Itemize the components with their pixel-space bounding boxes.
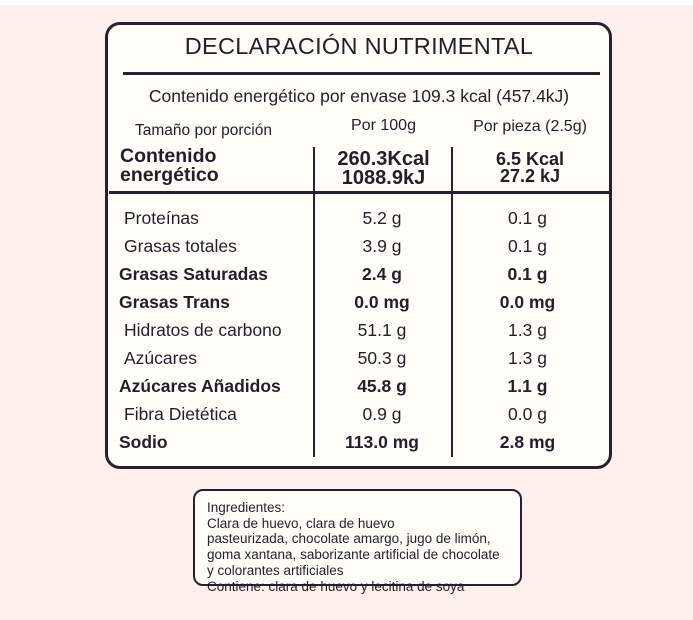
nutrient-perpiece-value: 1.3 g xyxy=(508,347,547,368)
nutrient-per100g-value: 113.0 mg xyxy=(345,431,419,452)
column-divider-2 xyxy=(450,147,453,457)
ingredients-line: Clara de huevo, clara de huevo xyxy=(207,515,395,531)
nutrient-row: Grasas Trans 0.0 mg 0.0 mg xyxy=(109,288,610,316)
ingredients-line: goma xantana, saborizante artificial de … xyxy=(207,547,500,563)
nutrient-table: Proteínas 5.2 g 0.1 g Grasas totales 3.9… xyxy=(109,204,610,456)
energy-per-100g-kj: 1088.9kJ xyxy=(341,167,426,189)
nutrient-row: Sodio 113.0 mg 2.8 mg xyxy=(109,428,610,456)
ingredients-line: y colorantes artificiales xyxy=(207,562,344,578)
nutrient-per100g-value: 5.2 g xyxy=(362,207,402,228)
nutrition-facts-panel xyxy=(105,22,612,469)
nutrient-perpiece-value: 0.1 g xyxy=(508,207,547,228)
nutrient-perpiece-value: 0.0 g xyxy=(508,403,547,424)
title-divider xyxy=(123,72,600,75)
energy-content-per-piece: 6.5 Kcal 27.2 kJ xyxy=(452,149,608,186)
energy-per-piece-kcal: 6.5 Kcal xyxy=(495,149,565,169)
energy-content-label: Contenido energético xyxy=(120,147,219,184)
nutrient-per100g-value: 45.8 g xyxy=(357,375,407,396)
nutrient-label: Hidratos de carbono xyxy=(124,319,282,340)
column-header-per-piece: Por pieza (2.5g) xyxy=(473,118,587,135)
column-divider-1 xyxy=(312,147,315,457)
nutrient-label: Grasas Saturadas xyxy=(119,263,268,284)
energy-content-label-line2: energético xyxy=(120,163,219,186)
ingredients-line: pasteurizada, chocolate amargo, jugo de … xyxy=(207,531,491,547)
header-body-divider xyxy=(109,190,610,194)
nutrient-per100g-value: 50.3 g xyxy=(357,347,407,368)
energy-per-package-line: Contenido energético por envase 109.3 kc… xyxy=(148,86,570,106)
panel-title: DECLARACIÓN NUTRIMENTAL xyxy=(184,33,534,59)
nutrient-perpiece-value: 0.1 g xyxy=(508,235,547,256)
energy-content-per-100g: 260.3Kcal 1088.9kJ xyxy=(316,148,451,189)
nutrient-row: Azúcares Añadidos 45.8 g 1.1 g xyxy=(109,372,610,400)
nutrient-per100g-value: 2.4 g xyxy=(362,263,402,284)
nutrient-row: Fibra Dietética 0.9 g 0.0 g xyxy=(109,400,610,428)
nutrient-row: Azúcares 50.3 g 1.3 g xyxy=(109,344,610,372)
nutrient-row: Grasas Saturadas 2.4 g 0.1 g xyxy=(109,260,610,288)
nutrient-per100g-value: 51.1 g xyxy=(357,319,407,340)
energy-per-100g-kcal: 260.3Kcal xyxy=(337,148,430,170)
ingredients-panel: Ingredientes: Clara de huevo, clara de h… xyxy=(193,489,522,594)
nutrient-perpiece-value: 1.1 g xyxy=(507,375,548,396)
nutrient-perpiece-value: 0.1 g xyxy=(507,263,548,284)
nutrient-perpiece-value: 2.8 mg xyxy=(499,431,556,452)
column-header-serving-size: Tamaño por porción xyxy=(135,122,272,139)
nutrient-per100g-value: 0.9 g xyxy=(362,403,402,424)
nutrient-label: Azúcares xyxy=(124,347,197,368)
nutrient-label: Grasas Trans xyxy=(119,291,230,312)
energy-content-label-line1: Contenido xyxy=(120,145,217,167)
column-header-per-100g: Por 100g xyxy=(351,117,416,134)
ingredients-line: Contiene: clara de huevo y lecitina de s… xyxy=(207,578,465,594)
nutrient-label: Grasas totales xyxy=(124,235,237,256)
nutrient-label: Proteínas xyxy=(124,207,199,228)
nutrient-row: Grasas totales 3.9 g 0.1 g xyxy=(109,232,610,260)
ingredients-line: Ingredientes: xyxy=(207,500,286,515)
nutrient-label: Azúcares Añadidos xyxy=(119,375,281,396)
nutrient-label: Sodio xyxy=(119,431,168,452)
nutrient-per100g-value: 0.0 mg xyxy=(354,291,410,312)
nutrient-row: Hidratos de carbono 51.1 g 1.3 g xyxy=(109,316,610,344)
top-edge-strip xyxy=(0,0,693,5)
nutrient-label: Fibra Dietética xyxy=(124,403,237,424)
nutrient-row: Proteínas 5.2 g 0.1 g xyxy=(109,204,610,232)
ingredients-text: Ingredientes: Clara de huevo, clara de h… xyxy=(207,500,514,594)
nutrient-perpiece-value: 1.3 g xyxy=(508,319,547,340)
energy-per-piece-kj: 27.2 kJ xyxy=(499,165,561,186)
nutrient-per100g-value: 3.9 g xyxy=(362,235,402,256)
nutrient-perpiece-value: 0.0 mg xyxy=(499,291,556,312)
